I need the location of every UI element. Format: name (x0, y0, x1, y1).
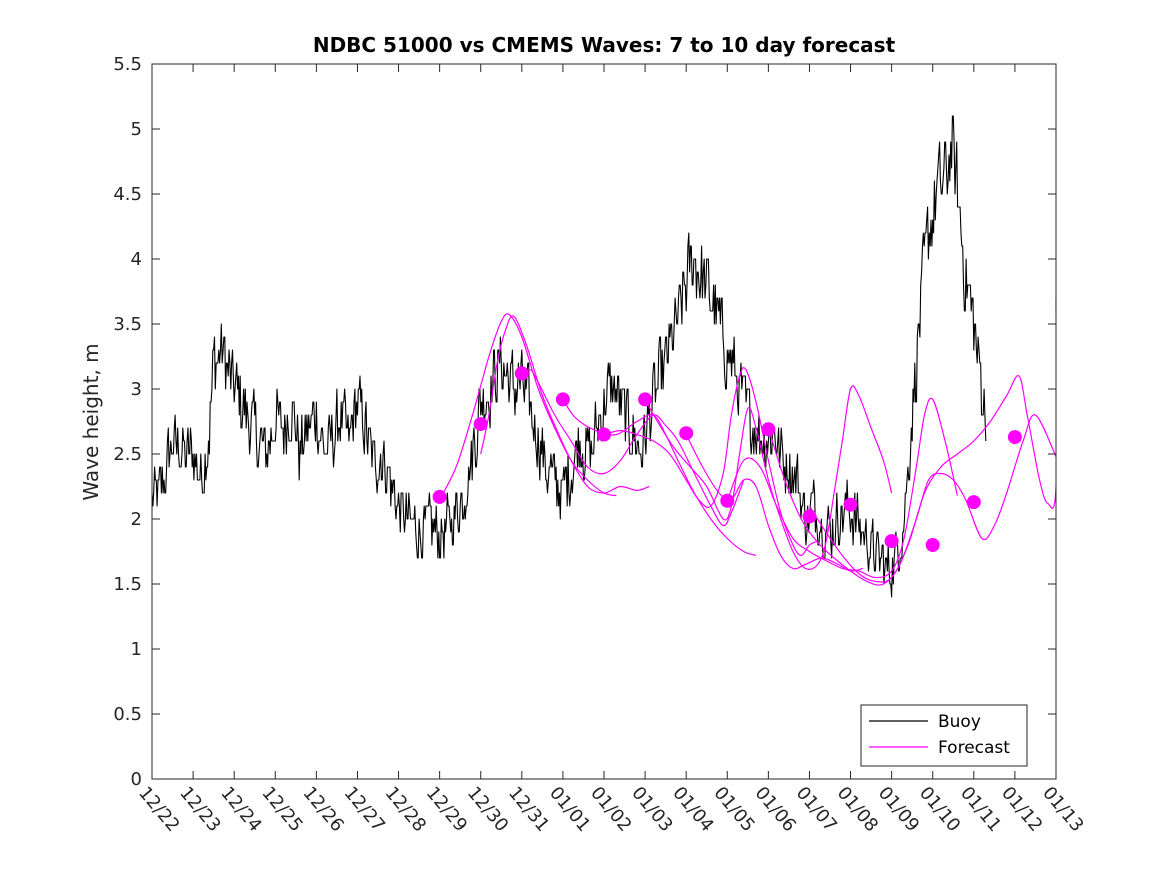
y-tick-label: 4 (131, 249, 142, 270)
forecast-marker-7 (679, 426, 694, 441)
forecast-markers (432, 366, 1022, 552)
y-axis-ticks: 0 0.5 1 1.5 2 2.5 3 3.5 4 4.5 5 5.5 (113, 54, 1056, 790)
forecast-marker-13 (925, 538, 940, 552)
y-tick-label: 0 (131, 769, 142, 790)
y-tick-label: 2.5 (113, 444, 142, 465)
forecast-marker-4 (555, 392, 570, 407)
legend: Buoy Forecast (860, 704, 1028, 767)
plot-area (152, 115, 1056, 598)
forecast-marker-10 (802, 509, 817, 524)
forecast-marker-5 (597, 427, 611, 442)
buoy-series-line (152, 115, 987, 598)
forecast-run-line-5 (603, 367, 818, 557)
legend-box (860, 704, 1028, 767)
y-tick-label: 0.5 (113, 704, 142, 725)
forecast-marker-6 (638, 392, 653, 407)
forecast-marker-3 (514, 366, 529, 381)
y-tick-label: 5 (131, 119, 142, 140)
forecast-marker-2 (473, 417, 488, 432)
forecast-run-line-10 (808, 298, 1056, 583)
forecast-marker-14 (966, 495, 981, 510)
y-tick-label: 3 (131, 379, 142, 400)
forecast-marker-11 (843, 497, 858, 512)
chart-title: NDBC 51000 vs CMEMS Waves: 7 to 10 day f… (313, 33, 896, 57)
y-tick-label: 1 (131, 639, 142, 660)
forecast-run-line-7 (685, 434, 864, 572)
legend-buoy-label: Buoy (938, 712, 981, 732)
forecast-run-line-8 (726, 397, 958, 579)
y-axis-label: Wave height, m (79, 343, 103, 500)
forecast-run-line-2 (480, 315, 650, 494)
y-tick-label: 5.5 (113, 54, 142, 75)
series-layer (152, 115, 1056, 598)
y-tick-label: 3.5 (113, 314, 142, 335)
forecast-marker-9 (761, 422, 776, 437)
y-tick-label: 1.5 (113, 574, 142, 595)
legend-forecast-label: Forecast (938, 738, 1010, 758)
forecast-marker-8 (720, 493, 735, 508)
forecast-marker-15 (1007, 430, 1022, 445)
y-tick-label: 4.5 (113, 184, 142, 205)
forecast-marker-1 (432, 489, 447, 504)
y-tick-label: 2 (131, 509, 142, 530)
forecast-run-line-6 (644, 385, 893, 570)
forecast-run-line-1 (439, 313, 617, 500)
forecast-marker-12 (884, 534, 899, 549)
